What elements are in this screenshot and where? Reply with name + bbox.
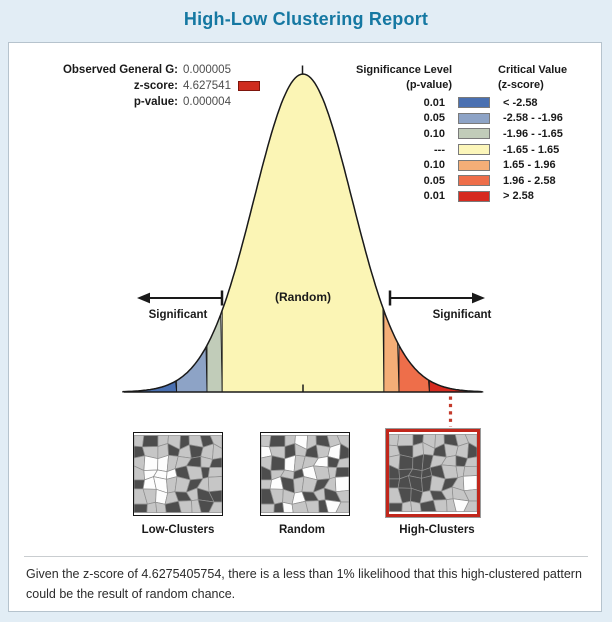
- p-value-label: p-value:: [133, 96, 178, 108]
- significance-level-header: Significance Level: [356, 64, 452, 76]
- legend-p-value: 0.05: [423, 174, 445, 187]
- significant-left-label: Significant: [148, 309, 208, 321]
- summary-stats: Observed General G: 0.000005 z-score: 4.…: [26, 62, 260, 110]
- footer-divider: [24, 556, 588, 557]
- legend-p-value: ---: [434, 143, 445, 156]
- legend-z-range: -2.58 - -1.96: [503, 112, 563, 125]
- random-thumbnail: [260, 432, 350, 516]
- map-parcel: [334, 466, 349, 478]
- map-parcel: [209, 457, 222, 468]
- p-value-value: 0.000004: [183, 96, 231, 108]
- significant-right-label: Significant: [432, 309, 492, 321]
- legend-p-value: 0.05: [423, 112, 445, 125]
- map-parcel: [134, 503, 148, 513]
- map-parcel: [463, 500, 477, 512]
- map-parcel: [143, 455, 159, 471]
- significance-legend: 0.01 < -2.58 0.05 -2.58 - -1.96 0.10 -1.96 - …: [352, 95, 563, 204]
- legend-p-value: 0.01: [423, 190, 445, 203]
- map-parcel: [335, 501, 349, 513]
- map-parcel: [398, 454, 414, 470]
- z-score-row: z-score: 4.627541: [26, 78, 260, 94]
- legend-p-value: 0.10: [423, 127, 445, 140]
- map-parcel: [464, 434, 477, 448]
- random-region-label: (Random): [275, 290, 331, 304]
- map-parcel: [389, 502, 403, 512]
- legend-p-value: 0.10: [423, 159, 445, 172]
- p-value-row: p-value: 0.000004: [26, 94, 260, 110]
- legend-z-range: -1.65 - 1.65: [503, 143, 560, 156]
- map-parcel: [270, 455, 286, 471]
- z-score-label: z-score:: [133, 80, 178, 92]
- legend-color-swatch: [458, 175, 490, 187]
- map-parcel: [212, 443, 222, 460]
- map-parcel: [334, 476, 349, 493]
- map-parcel: [336, 457, 349, 468]
- legend-color-swatch: [458, 144, 490, 156]
- z-score-subheader: (z-score): [498, 79, 544, 91]
- observed-general-g-value: 0.000005: [183, 64, 231, 76]
- map-parcel: [207, 476, 222, 493]
- legend-z-range: > 2.58: [503, 190, 534, 203]
- legend-color-swatch: [458, 190, 490, 202]
- page-title: High-Low Clustering Report: [183, 9, 429, 29]
- map-parcel: [304, 500, 320, 513]
- legend-z-range: -1.96 - -1.65: [503, 127, 563, 140]
- observed-general-g-row: Observed General G: 0.000005: [26, 62, 260, 78]
- legend-z-range: 1.65 - 1.96: [503, 159, 556, 172]
- map-parcel: [177, 500, 193, 513]
- legend-row: 0.05 1.96 - 2.58: [352, 173, 563, 189]
- legend-color-swatch: [458, 128, 490, 140]
- map-parcel: [462, 475, 477, 492]
- critical-value-header: Critical Value: [498, 64, 568, 76]
- legend-p-value: 0.01: [423, 96, 445, 109]
- map-parcel: [401, 500, 413, 512]
- p-value-subheader: (p-value): [406, 79, 452, 91]
- legend-row: 0.05 -2.58 - -1.96: [352, 111, 563, 127]
- map-parcel: [269, 435, 286, 448]
- map-parcel: [432, 499, 448, 512]
- legend-row: 0.10 1.65 - 1.96: [352, 157, 563, 173]
- map-parcel: [146, 501, 158, 513]
- map-parcel: [155, 501, 167, 513]
- legend-color-swatch: [458, 112, 490, 124]
- legend-z-range: < -2.58: [503, 96, 538, 109]
- legend-z-range: 1.96 - 2.58: [503, 174, 556, 187]
- z-score-value: 4.627541: [183, 80, 231, 92]
- map-parcel: [397, 434, 414, 447]
- high-clusters-thumbnail-selected: [386, 429, 480, 517]
- map-parcel: [467, 442, 477, 459]
- map-parcel: [208, 489, 222, 503]
- map-parcel: [261, 503, 275, 513]
- legend-color-swatch: [458, 159, 490, 171]
- random-label: Random: [279, 524, 325, 536]
- legend-row: 0.10 -1.96 - -1.65: [352, 126, 563, 142]
- map-parcel: [410, 500, 422, 512]
- map-parcel: [142, 435, 159, 448]
- low-clusters-label: Low-Clusters: [141, 524, 215, 536]
- legend-row: --- -1.65 - 1.65: [352, 142, 563, 158]
- high-clusters-label: High-Clusters: [399, 524, 475, 536]
- map-parcel: [282, 501, 294, 513]
- interpretation-text: Given the z-score of 4.6275405754, there…: [26, 567, 582, 601]
- map-parcel: [208, 501, 222, 513]
- map-parcel: [464, 456, 477, 467]
- legend-row: 0.01 < -2.58: [352, 95, 563, 111]
- map-parcel: [273, 501, 285, 513]
- map-parcel: [339, 443, 349, 460]
- observed-general-g-label: Observed General G:: [62, 64, 178, 76]
- map-parcel: [336, 435, 349, 449]
- z-score-marker: [237, 81, 260, 91]
- map-parcel: [463, 488, 477, 502]
- low-clusters-thumbnail: [133, 432, 223, 516]
- legend-row: 0.01 > 2.58: [352, 189, 563, 205]
- legend-color-swatch: [458, 97, 490, 109]
- map-parcel: [462, 465, 477, 477]
- map-parcel: [335, 489, 349, 503]
- map-parcel: [207, 466, 222, 478]
- map-parcel: [209, 435, 222, 449]
